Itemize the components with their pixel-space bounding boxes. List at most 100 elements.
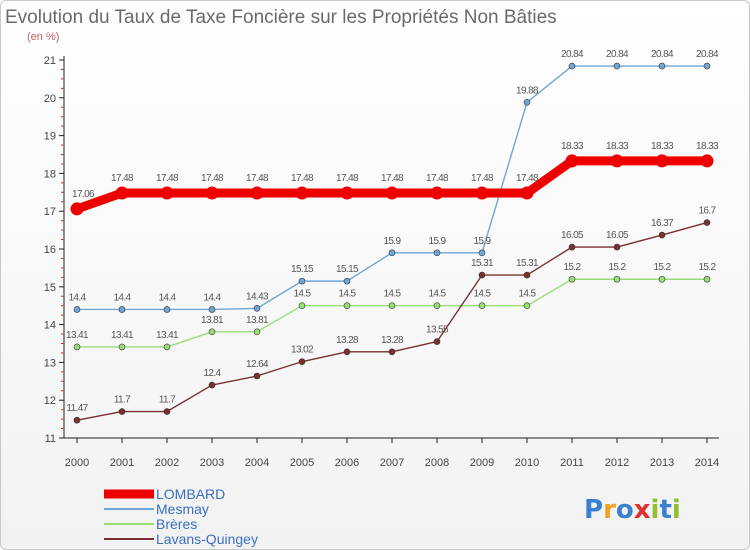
data-point bbox=[703, 62, 711, 70]
legend-label: Brères bbox=[156, 516, 197, 532]
series-lombard: 17.06 17.48 17.48 17.48 17.48 17.48 17.48 17.48… bbox=[70, 141, 720, 216]
x-tick-label: 2007 bbox=[380, 457, 404, 469]
data-point bbox=[343, 277, 351, 285]
data-label: 18.33 bbox=[561, 141, 584, 152]
y-tick-label: 18 bbox=[44, 168, 56, 180]
data-label: 13.02 bbox=[291, 345, 314, 356]
logo-letter: r bbox=[603, 495, 616, 525]
x-tick-label: 2014 bbox=[695, 457, 719, 469]
series-br-res: 13.41 13.41 13.41 13.81 13.81 14.5 14.5 14.5 14.… bbox=[66, 262, 717, 351]
data-label: 14.5 bbox=[338, 289, 356, 300]
data-point bbox=[568, 243, 576, 251]
data-label: 14.5 bbox=[293, 289, 311, 300]
data-label: 14.5 bbox=[473, 289, 491, 300]
data-point bbox=[298, 358, 306, 365]
data-point bbox=[253, 305, 261, 312]
data-point bbox=[388, 249, 396, 257]
x-tick-label: 2002 bbox=[155, 457, 179, 469]
data-label: 20.84 bbox=[561, 49, 584, 60]
data-point bbox=[388, 348, 396, 356]
data-label: 16.05 bbox=[606, 230, 629, 241]
x-tick-label: 2010 bbox=[515, 457, 539, 469]
x-tick-label: 2001 bbox=[110, 457, 134, 469]
data-label: 17.48 bbox=[471, 173, 494, 184]
data-point bbox=[70, 202, 84, 216]
data-point bbox=[208, 306, 216, 313]
series-line bbox=[72, 156, 712, 214]
data-point bbox=[163, 408, 171, 415]
data-point bbox=[163, 306, 171, 313]
data-point bbox=[388, 302, 396, 310]
data-point bbox=[160, 186, 174, 200]
data-point bbox=[700, 154, 714, 168]
data-label: 13.81 bbox=[246, 315, 269, 326]
data-point bbox=[658, 62, 666, 70]
data-point bbox=[703, 219, 711, 226]
data-label: 15.2 bbox=[698, 262, 716, 273]
data-point bbox=[208, 381, 216, 389]
y-tick-label: 11 bbox=[45, 433, 56, 445]
data-label: 13.81 bbox=[201, 315, 224, 326]
logo-letter: x bbox=[634, 495, 651, 525]
data-label: 17.06 bbox=[72, 189, 95, 200]
data-point bbox=[565, 154, 579, 168]
data-label: 16.37 bbox=[651, 218, 674, 229]
data-label: 17.48 bbox=[381, 173, 404, 184]
data-label: 15.2 bbox=[608, 262, 626, 273]
y-tick-label: 14 bbox=[44, 320, 56, 332]
data-label: 16.05 bbox=[561, 230, 584, 241]
logo-letter: i bbox=[672, 495, 681, 525]
data-point bbox=[250, 186, 264, 200]
data-label: 17.48 bbox=[291, 173, 314, 184]
data-label: 17.48 bbox=[426, 173, 449, 184]
data-label: 13.41 bbox=[66, 330, 89, 341]
data-point bbox=[118, 408, 126, 415]
x-tick-label: 2006 bbox=[335, 457, 359, 469]
data-label: 20.84 bbox=[696, 49, 719, 60]
data-label: 15.31 bbox=[471, 258, 494, 269]
data-label: 13.41 bbox=[156, 330, 179, 341]
data-label: 15.15 bbox=[291, 264, 314, 275]
data-label: 15.15 bbox=[336, 264, 359, 275]
data-point bbox=[118, 306, 126, 313]
data-label: 13.41 bbox=[111, 330, 134, 341]
data-point bbox=[613, 243, 621, 251]
data-label: 17.48 bbox=[246, 173, 269, 184]
data-point bbox=[523, 99, 531, 106]
data-label: 17.48 bbox=[516, 173, 539, 184]
proxiti-logo: Proxiti bbox=[584, 495, 681, 525]
x-tick-label: 2008 bbox=[425, 457, 449, 469]
data-point bbox=[523, 302, 531, 310]
x-tick-label: 2011 bbox=[560, 457, 584, 469]
data-label: 19.88 bbox=[516, 85, 539, 96]
y-tick-label: 21 bbox=[44, 55, 56, 67]
data-label: 15.9 bbox=[383, 236, 401, 247]
data-point bbox=[253, 372, 261, 380]
logo-letter: i bbox=[651, 495, 660, 525]
data-point bbox=[115, 186, 129, 200]
data-label: 13.28 bbox=[381, 335, 404, 346]
data-label: 13.55 bbox=[426, 325, 449, 336]
logo-letter: t bbox=[659, 495, 671, 525]
data-point bbox=[73, 416, 81, 424]
chart-subtitle: (en %) bbox=[27, 31, 59, 43]
x-tick-label: 2004 bbox=[245, 457, 269, 469]
data-point bbox=[343, 348, 351, 356]
series-mesmay: 14.4 14.4 14.4 14.4 14.43 15.15 15.15 15.9 15.9 1… bbox=[68, 49, 720, 313]
data-point bbox=[520, 186, 534, 200]
data-point bbox=[298, 277, 306, 285]
data-point bbox=[433, 302, 441, 310]
data-point bbox=[478, 302, 486, 310]
data-label: 15.9 bbox=[473, 236, 491, 247]
y-tick-label: 19 bbox=[44, 131, 56, 143]
data-label: 14.5 bbox=[518, 289, 536, 300]
x-tick-label: 2005 bbox=[290, 457, 314, 469]
x-tick-label: 2013 bbox=[650, 457, 674, 469]
data-label: 14.43 bbox=[246, 291, 269, 302]
x-tick-label: 2003 bbox=[200, 457, 224, 469]
data-point bbox=[433, 338, 441, 345]
data-point bbox=[163, 343, 171, 351]
